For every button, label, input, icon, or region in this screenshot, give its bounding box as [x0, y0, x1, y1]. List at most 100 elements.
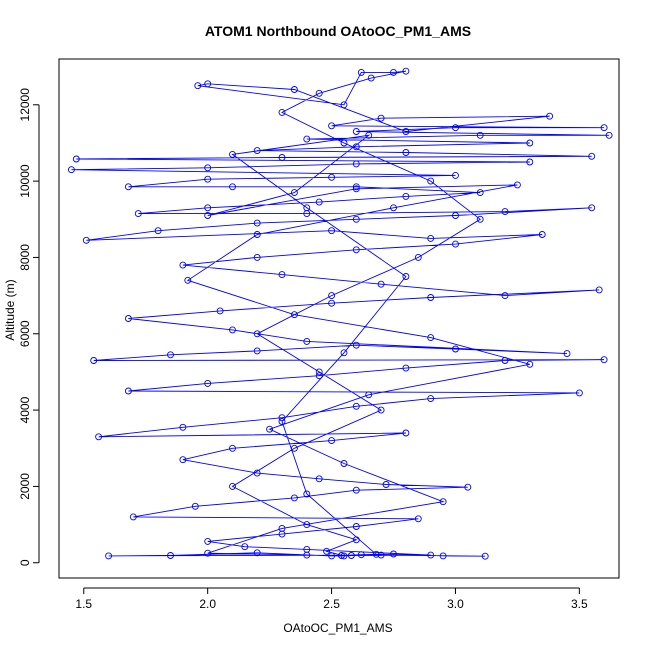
data-point — [526, 139, 534, 147]
data-point — [194, 82, 202, 90]
data-point — [204, 212, 212, 219]
data-point — [303, 490, 311, 498]
data-point — [605, 131, 613, 139]
data-point — [501, 292, 509, 300]
data-point — [352, 246, 360, 254]
data-point — [352, 183, 360, 191]
data-point — [365, 131, 373, 139]
data-point — [439, 552, 447, 560]
x-tick-label: 3.5 — [571, 597, 588, 611]
data-point — [204, 80, 212, 88]
data-point — [253, 219, 261, 227]
data-point — [315, 372, 323, 380]
data-point — [253, 549, 261, 557]
data-point — [315, 475, 323, 483]
data-point — [167, 351, 174, 359]
data-point — [352, 536, 360, 544]
data-point — [129, 513, 137, 521]
data-point — [402, 192, 410, 200]
series-layer — [67, 67, 613, 560]
data-point — [328, 437, 336, 445]
data-point — [546, 112, 554, 120]
data-point — [290, 86, 298, 93]
data-point — [303, 337, 311, 345]
data-point — [452, 240, 459, 248]
data-point — [476, 131, 484, 139]
data-point — [167, 552, 174, 559]
data-point — [124, 387, 132, 395]
data-point — [204, 549, 212, 557]
data-point — [179, 456, 187, 464]
data-point — [323, 547, 331, 555]
data-point — [328, 552, 336, 560]
data-point — [229, 482, 236, 490]
data-point — [439, 498, 447, 506]
plot-area — [58, 58, 620, 579]
data-point — [427, 234, 435, 242]
data-point — [328, 227, 336, 235]
data-point — [427, 334, 435, 342]
data-point — [563, 350, 571, 358]
data-point — [303, 204, 311, 212]
y-tick-label: 12000 — [18, 88, 32, 122]
data-point — [352, 486, 360, 494]
data-point — [204, 164, 212, 172]
data-point — [390, 68, 397, 76]
data-point — [402, 364, 410, 372]
data-point — [588, 152, 596, 160]
data-point — [328, 299, 336, 307]
data-point — [290, 494, 298, 502]
x-tick-label: 1.5 — [75, 597, 92, 611]
data-point — [204, 537, 212, 545]
data-point — [377, 280, 385, 288]
data-point — [216, 307, 224, 315]
data-point — [481, 552, 489, 560]
data-point — [340, 349, 348, 357]
data-point — [352, 215, 360, 223]
data-point — [154, 227, 162, 235]
data-point — [278, 108, 286, 116]
data-point — [377, 114, 385, 122]
data-point — [600, 356, 608, 364]
data-point — [229, 150, 236, 158]
data-point — [526, 360, 534, 368]
data-point — [266, 425, 274, 433]
data-point — [452, 124, 459, 132]
data-point — [340, 101, 348, 109]
data-point — [290, 189, 298, 197]
data-point — [278, 154, 286, 161]
data-point — [402, 67, 410, 75]
data-point — [315, 198, 323, 206]
series-line — [71, 70, 610, 557]
data-point — [204, 379, 212, 387]
data-point — [253, 330, 261, 338]
plot-frame — [58, 58, 620, 579]
data-point — [105, 552, 113, 560]
data-point — [390, 204, 397, 212]
data-point — [229, 444, 236, 452]
data-point — [204, 175, 212, 183]
data-point — [452, 171, 459, 179]
x-tick-label: 2.5 — [323, 597, 340, 611]
data-point — [367, 74, 375, 82]
data-point — [382, 481, 390, 488]
data-point — [357, 68, 365, 76]
data-point — [402, 273, 410, 280]
data-point — [253, 347, 261, 355]
chart-title: ATOM1 Northbound OAtoOC_PM1_AMS — [205, 23, 471, 39]
data-point — [253, 253, 261, 261]
data-point — [253, 231, 261, 238]
data-point — [134, 210, 142, 218]
data-point — [229, 326, 236, 334]
y-tick-label: 10000 — [18, 164, 32, 198]
data-point — [278, 271, 286, 279]
x-axis: 1.5 2.0 2.5 3.0 3.5 — [75, 587, 588, 611]
x-tick-label: 2.0 — [199, 597, 216, 611]
data-point — [241, 543, 249, 551]
data-point — [338, 552, 345, 559]
y-tick-label: 8000 — [18, 244, 32, 271]
data-point — [124, 183, 132, 191]
data-point — [315, 89, 323, 97]
